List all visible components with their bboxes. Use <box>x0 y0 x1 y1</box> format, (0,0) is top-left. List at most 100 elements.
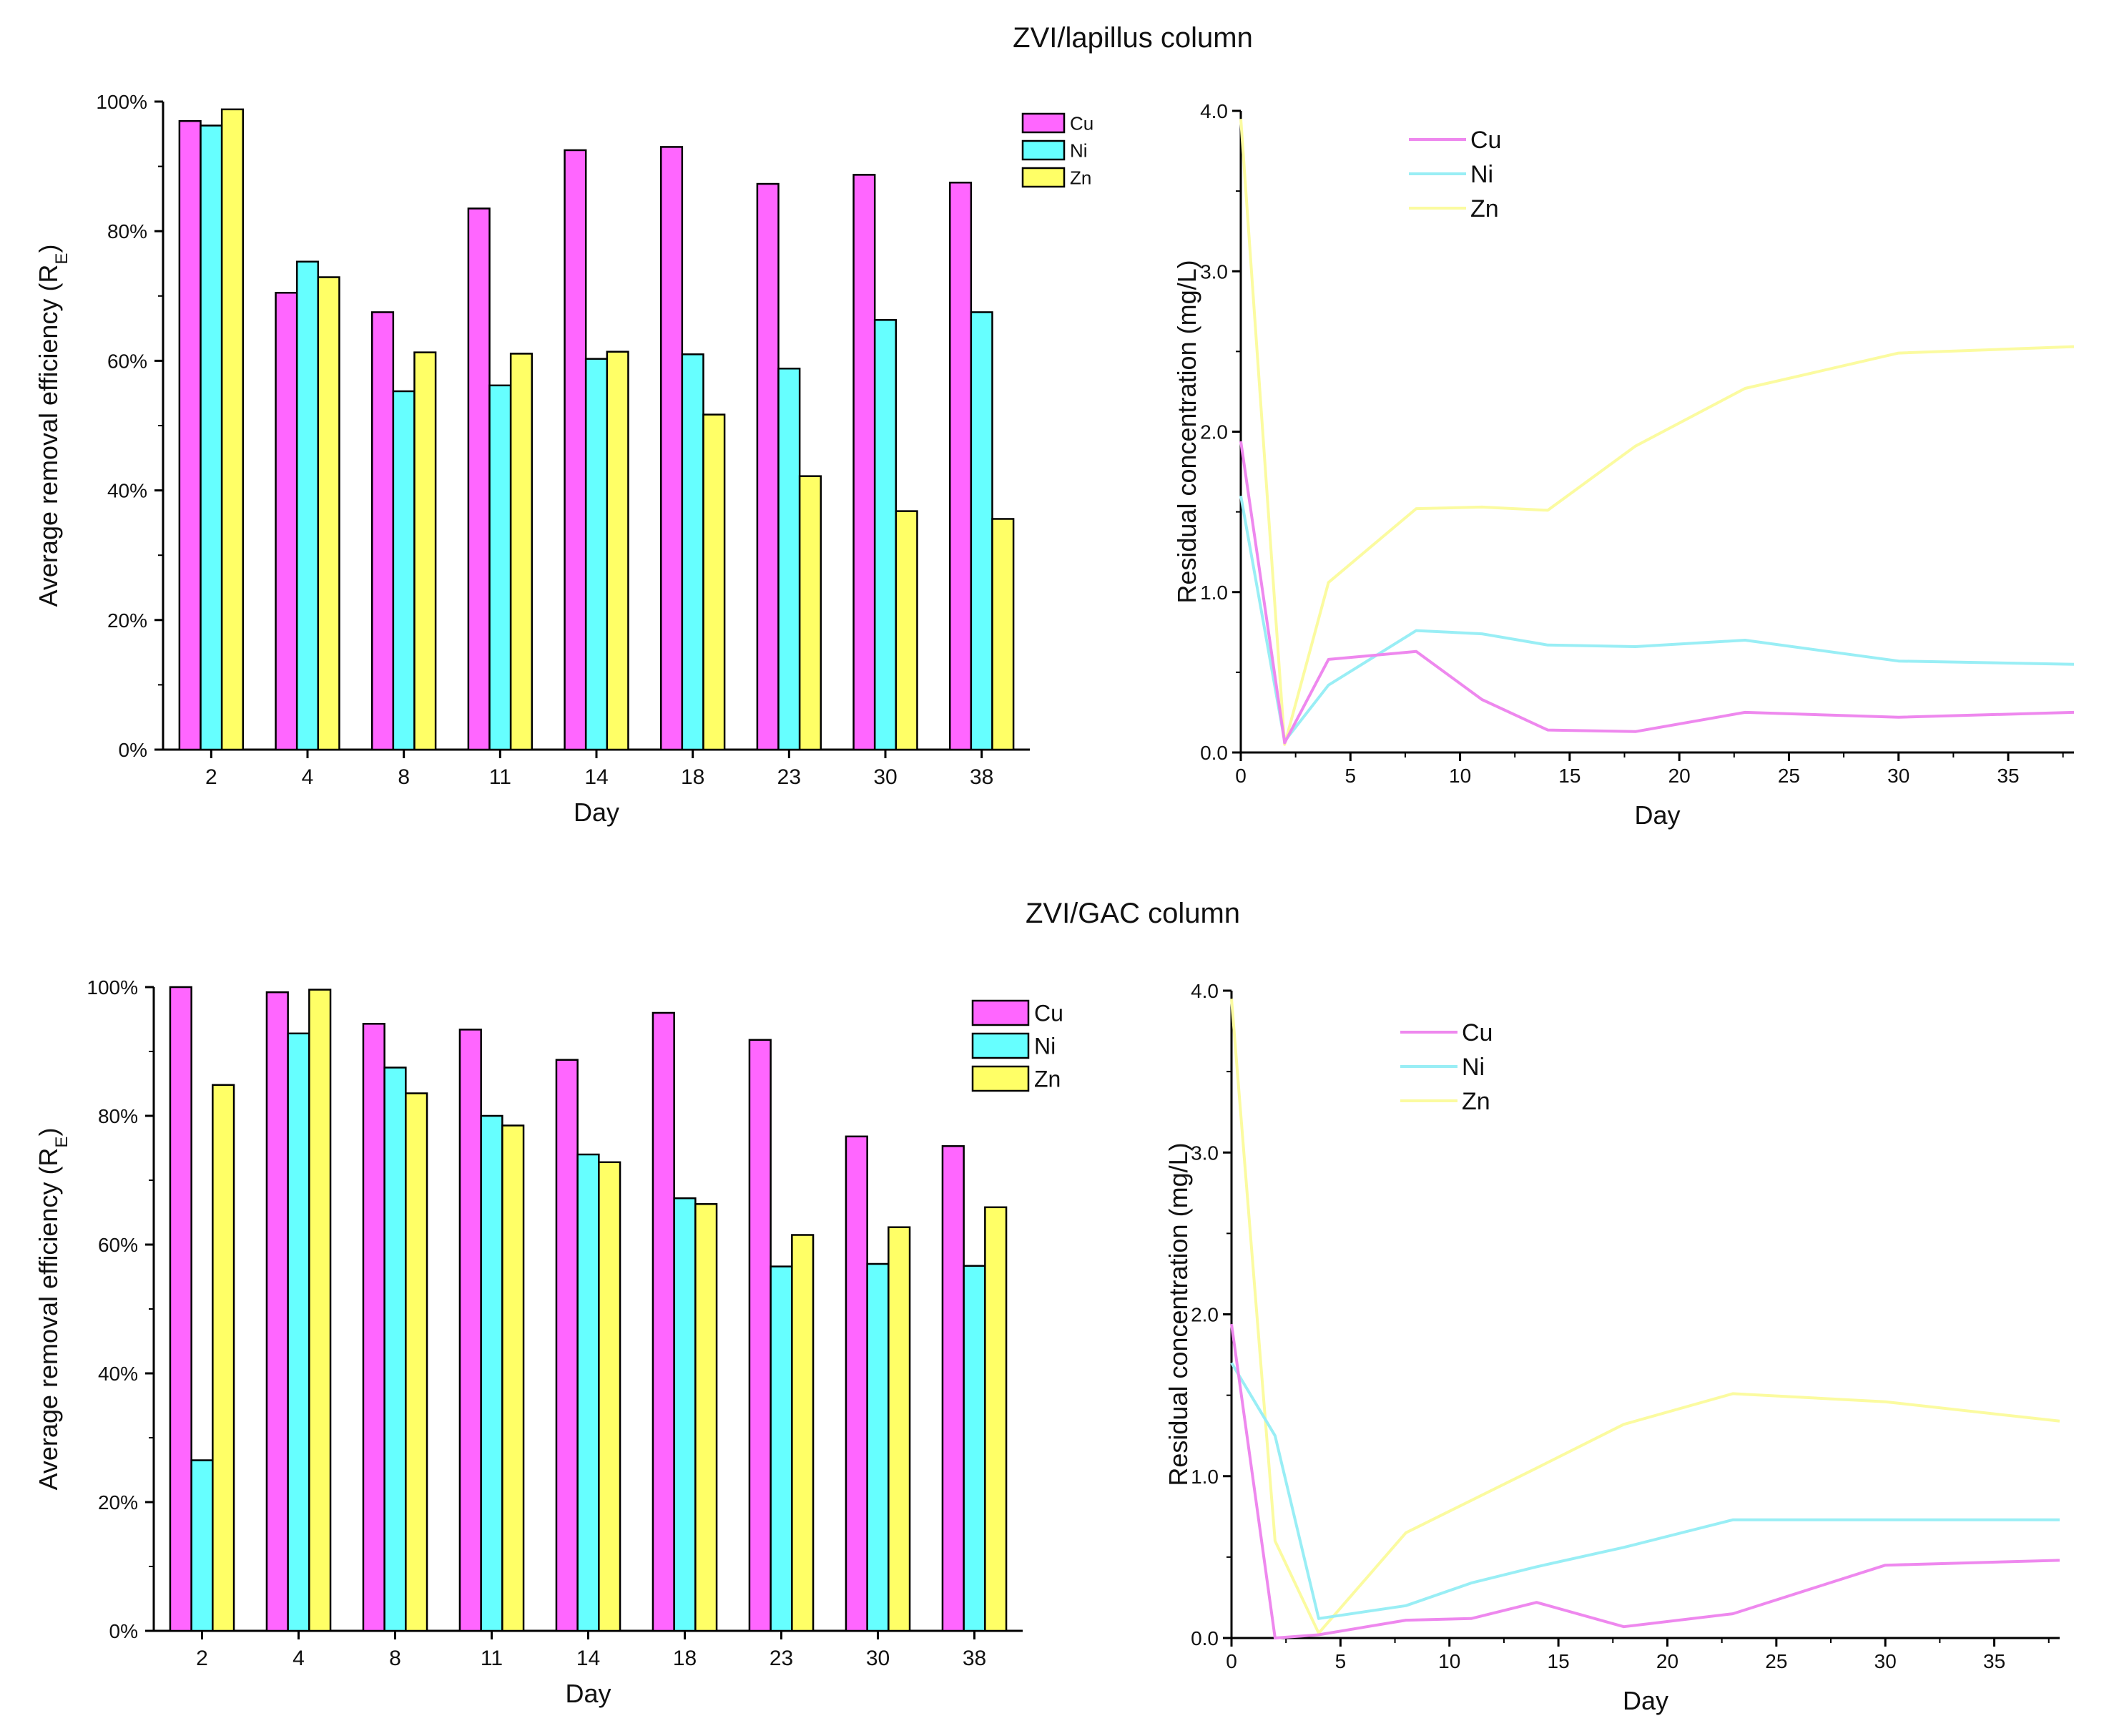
x-tick-label: 35 <box>1997 765 2019 787</box>
x-tick-label: 30 <box>1887 765 1909 787</box>
bar-cu-day-38 <box>941 1145 965 1632</box>
bar-ni-day-4 <box>287 1032 310 1632</box>
bar-zn-day-18 <box>702 413 726 751</box>
bar-cu-day-8 <box>370 311 395 751</box>
gac-bar-chart: 0% 20% 40% 60% 80% 100% 2 4 8 11 14 18 23 30 38 Cu Ni Zn A… <box>34 976 1063 1708</box>
x-tick-label: 11 <box>481 1647 503 1670</box>
bar-zn-day-2 <box>220 108 245 751</box>
y-tick-label: 4.0 <box>1200 100 1228 122</box>
bar-cu-day-2 <box>169 986 192 1632</box>
bar-ni-day-18 <box>681 353 704 751</box>
bar-cu-day-23 <box>756 182 780 751</box>
series-line-zn <box>1230 999 2060 1635</box>
y-tick-label: 4.0 <box>1191 980 1219 1002</box>
legend-swatch-cu <box>971 999 1030 1026</box>
bar-cu-day-14 <box>564 149 587 751</box>
gac-line-chart: 0.0 1.0 2.0 3.0 4.0 0 5 10 15 20 25 30 35 Cu Ni Zn Resid… <box>1164 980 2060 1715</box>
bar-zn-day-8 <box>413 351 437 751</box>
section-title-gac: ZVI/GAC column <box>1026 898 1240 929</box>
bar-zn-day-30 <box>895 510 918 751</box>
y-tick-label: 60% <box>98 1234 138 1256</box>
x-tick-label: 30 <box>873 765 897 789</box>
bar-ni-day-14 <box>584 358 609 751</box>
bar-cu-day-30 <box>852 174 876 751</box>
bar-ni-day-11 <box>480 1114 503 1632</box>
x-tick-label: 30 <box>1874 1650 1897 1672</box>
y-axis-title: Average removal efficiency (RE) <box>34 1128 72 1491</box>
x-tick-label: 23 <box>777 765 801 789</box>
bar-cu-day-2 <box>178 119 202 751</box>
x-tick-label: 0 <box>1235 765 1247 787</box>
bar-zn-day-38 <box>991 518 1015 751</box>
lapillus-line-chart: 0.0 1.0 2.0 3.0 4.0 0 5 10 15 20 25 30 35 Cu Ni Zn Resid… <box>1172 100 2075 830</box>
bar-ni-day-2 <box>200 124 223 751</box>
x-tick-label: 8 <box>398 765 410 789</box>
y-tick-label: 1.0 <box>1200 582 1228 604</box>
legend-label-cu: Cu <box>1034 1001 1063 1026</box>
bar-cu-day-30 <box>845 1135 868 1632</box>
legend-label-zn: Zn <box>1462 1088 1490 1115</box>
bar-ni-day-8 <box>383 1066 407 1632</box>
x-tick-label: 35 <box>1983 1650 2005 1672</box>
lapillus-bar-chart: 0% 20% 40% 60% 80% 100% 2 4 8 11 14 18 23 30 38 Cu Ni Zn A… <box>34 91 1093 827</box>
x-tick-label: 5 <box>1345 765 1357 787</box>
x-tick-label: 2 <box>205 765 217 789</box>
bar-ni-day-38 <box>963 1265 986 1632</box>
bar-cu-day-4 <box>265 991 289 1632</box>
x-tick-label: 25 <box>1765 1650 1787 1672</box>
bar-zn-day-11 <box>501 1124 525 1632</box>
x-tick-label: 10 <box>1449 765 1471 787</box>
x-tick-label: 18 <box>681 765 704 789</box>
x-axis-title: Day <box>1623 1686 1668 1715</box>
legend-swatch-zn <box>1021 167 1066 188</box>
bar-ni-day-8 <box>392 390 416 751</box>
y-tick-label: 40% <box>107 480 147 502</box>
bar-zn-day-23 <box>798 475 822 751</box>
y-tick-label: 20% <box>107 609 147 632</box>
bar-zn-day-23 <box>791 1234 815 1632</box>
x-tick-label: 38 <box>970 765 993 789</box>
bar-ni-day-23 <box>770 1265 793 1632</box>
bar-zn-day-11 <box>509 353 534 751</box>
y-tick-label: 3.0 <box>1200 260 1228 283</box>
legend-label-cu: Cu <box>1470 127 1501 154</box>
x-tick-label: 14 <box>576 1647 600 1670</box>
legend-label-ni: Ni <box>1070 139 1088 161</box>
bar-zn-day-14 <box>606 350 629 751</box>
section-title-lapillus: ZVI/lapillus column <box>1013 22 1253 54</box>
y-tick-label: 0.0 <box>1191 1627 1219 1649</box>
bar-cu-day-23 <box>748 1039 772 1632</box>
series-line-ni <box>1239 495 2075 743</box>
y-axis-title: Average removal efficiency (RE) <box>34 245 72 607</box>
legend-label-cu: Cu <box>1070 112 1093 134</box>
y-tick-label: 20% <box>98 1491 138 1514</box>
legend-label-zn: Zn <box>1034 1066 1061 1092</box>
x-tick-label: 18 <box>673 1647 697 1670</box>
bar-ni-day-4 <box>295 260 320 751</box>
bar-cu-day-4 <box>275 292 298 751</box>
series-line-ni <box>1230 1362 2060 1620</box>
legend-label-zn: Zn <box>1070 167 1091 188</box>
bar-zn-day-2 <box>212 1084 235 1632</box>
x-tick-label: 11 <box>489 765 511 789</box>
legend-swatch-ni <box>971 1032 1030 1059</box>
y-tick-label: 100% <box>96 91 147 113</box>
x-axis-title: Day <box>574 798 619 827</box>
bar-cu-day-11 <box>467 207 491 751</box>
bar-ni-day-30 <box>866 1262 890 1632</box>
bar-ni-day-30 <box>873 319 898 751</box>
x-tick-label: 20 <box>1668 765 1691 787</box>
x-axis-title: Day <box>565 1679 611 1708</box>
legend-label-ni: Ni <box>1462 1054 1485 1081</box>
y-tick-label: 100% <box>87 976 138 999</box>
bar-ni-day-38 <box>970 311 993 751</box>
y-tick-label: 40% <box>98 1363 138 1385</box>
x-tick-label: 23 <box>770 1647 793 1670</box>
bar-cu-day-38 <box>948 182 973 751</box>
bar-zn-day-4 <box>317 276 340 751</box>
bar-zn-day-4 <box>308 989 332 1632</box>
x-tick-label: 5 <box>1335 1650 1347 1672</box>
y-tick-label: 0.0 <box>1200 742 1228 764</box>
x-tick-label: 38 <box>963 1647 986 1670</box>
